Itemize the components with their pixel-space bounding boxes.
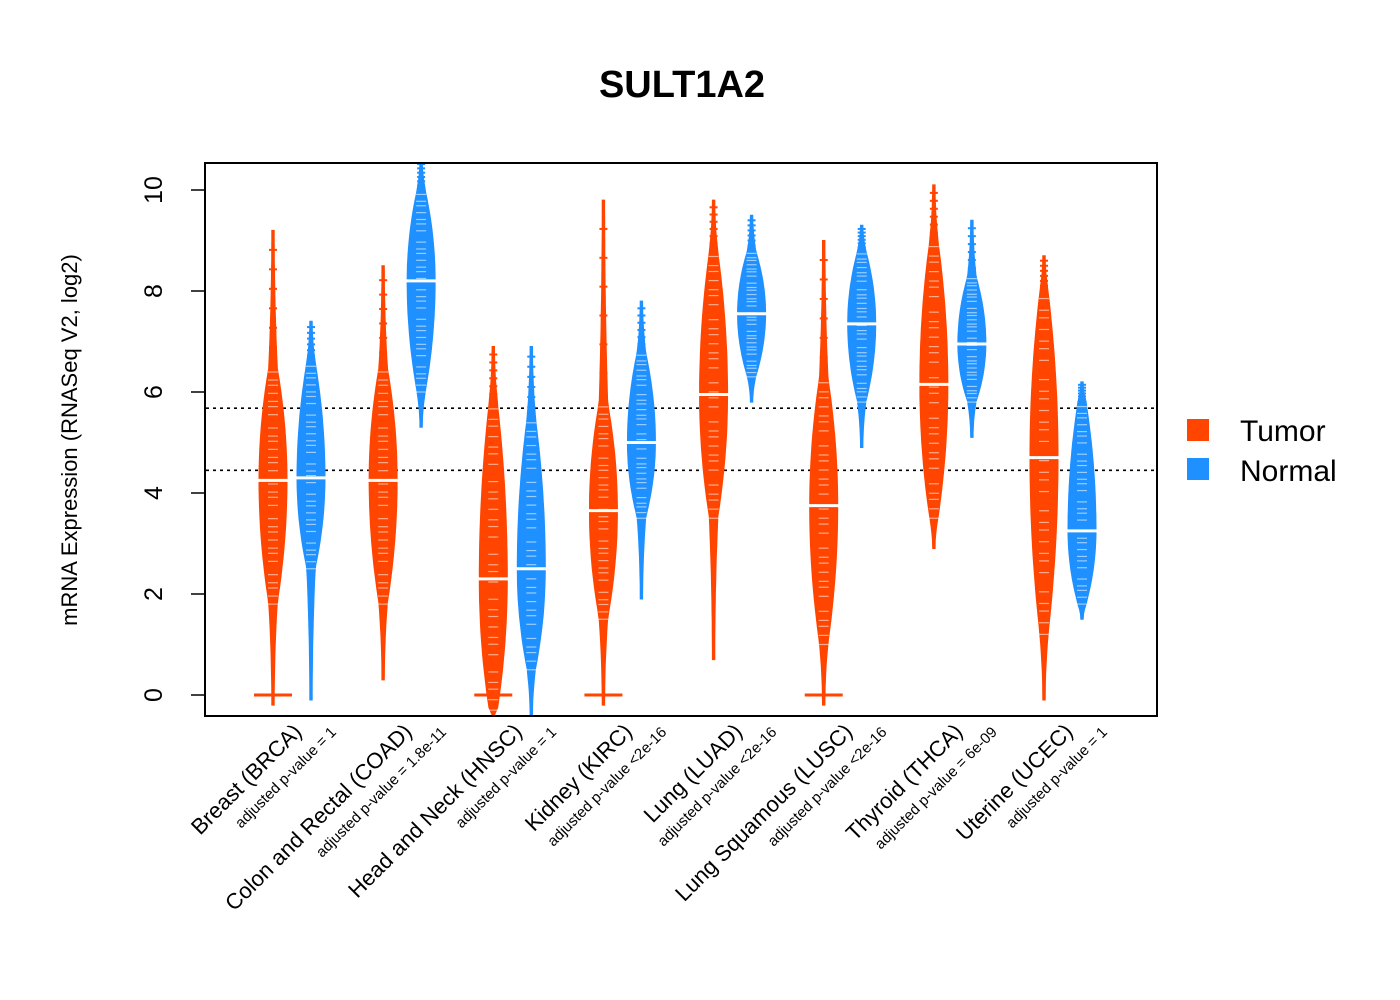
y-tick-label: 0: [140, 688, 168, 702]
y-tick-label: 2: [140, 587, 168, 601]
violin-tumor: [584, 199, 623, 706]
violin-tumor-body: [919, 184, 949, 549]
legend-label-tumor: Tumor: [1240, 415, 1326, 448]
violin-tumor: [696, 199, 731, 661]
violin-tumor: [1027, 255, 1061, 701]
violin-tumor: [916, 184, 951, 549]
plot-frame: [204, 162, 1158, 717]
legend: Tumor Normal: [1187, 415, 1337, 488]
violin-normal-body: [296, 320, 326, 701]
violin-tumor: [474, 346, 513, 716]
violin-normal: [294, 320, 328, 701]
legend-swatch-tumor: [1187, 419, 1209, 441]
violin-normal-body: [737, 214, 767, 403]
violin-tumor: [366, 265, 401, 681]
y-tick-label: 10: [140, 176, 168, 204]
violin-tumor-body: [478, 346, 508, 716]
violin-normal-body: [406, 163, 436, 428]
y-axis-label: mRNA Expression (RNASeq V2, log2): [57, 254, 82, 626]
y-axis: 0 2 4 6 8 10: [140, 176, 206, 702]
violin-normal: [624, 300, 659, 600]
violin-normal-body: [626, 300, 656, 600]
violin-tumor-body: [1029, 255, 1059, 701]
violin-tumor: [804, 240, 843, 706]
violin-normal: [1065, 381, 1099, 620]
violin-tumor-body: [699, 199, 729, 661]
legend-swatch-normal: [1187, 458, 1209, 480]
plot-area: [206, 163, 1156, 716]
violin-tumor-body: [368, 265, 398, 681]
violin-normal: [514, 346, 549, 716]
legend-label-normal: Normal: [1240, 455, 1337, 488]
violin-normal-body: [957, 219, 987, 438]
violin-tumor-body: [809, 240, 839, 706]
violin-normal-body: [847, 224, 877, 448]
y-tick-label: 6: [140, 385, 168, 399]
chart-title: SULT1A2: [599, 64, 765, 106]
violin-normal: [844, 224, 879, 448]
violin-normal: [734, 214, 769, 403]
y-tick-label: 4: [140, 486, 168, 500]
y-tick-label: 8: [140, 284, 168, 298]
violin-normal-body: [1067, 381, 1097, 620]
violin-normal: [954, 219, 989, 438]
violin-tumor: [254, 229, 292, 706]
violin-tumor-body: [589, 199, 618, 706]
violin-normal: [404, 163, 439, 428]
violin-normal-body: [516, 346, 546, 716]
violin-tumor-body: [258, 229, 288, 706]
